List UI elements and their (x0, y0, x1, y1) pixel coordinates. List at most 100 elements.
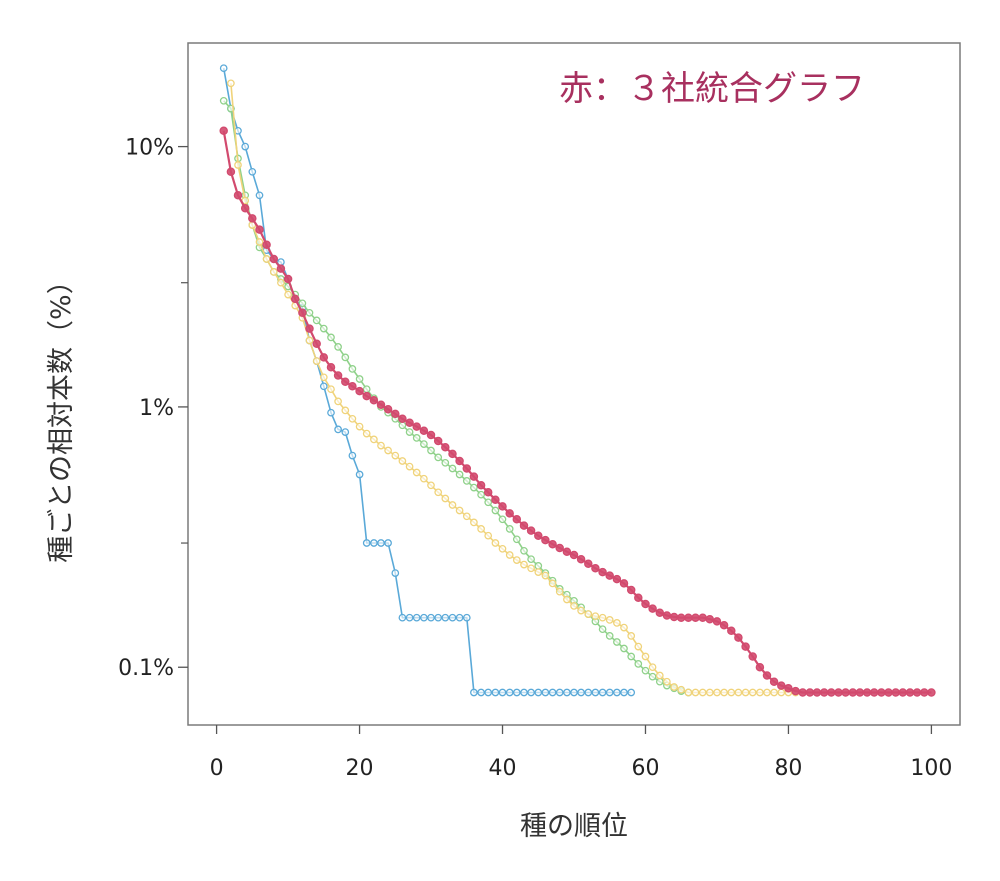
data-point (684, 688, 693, 697)
data-point (705, 688, 714, 697)
data-point (727, 626, 736, 636)
data-point (648, 672, 657, 681)
data-point (477, 525, 485, 533)
data-point (613, 619, 621, 627)
data-point (555, 587, 564, 596)
data-point (605, 688, 614, 697)
data-point (405, 462, 414, 471)
data-point (248, 214, 257, 223)
data-point (541, 688, 550, 697)
data-point (541, 535, 550, 545)
y-tick-label: 0.1% (118, 656, 174, 681)
data-point (512, 688, 521, 697)
data-point (734, 633, 743, 642)
data-point (327, 333, 335, 342)
data-point (477, 490, 485, 499)
data-point (798, 688, 807, 697)
data-point (527, 555, 535, 564)
data-point (819, 688, 829, 697)
data-point (713, 688, 721, 697)
data-point (298, 308, 307, 318)
data-point (319, 324, 328, 333)
data-point (219, 64, 228, 73)
data-point (319, 373, 328, 382)
data-point (305, 336, 314, 345)
data-point (727, 688, 736, 697)
data-point (412, 613, 421, 622)
data-point (383, 404, 393, 414)
data-point (862, 688, 872, 697)
data-point (548, 688, 557, 697)
data-point (498, 544, 507, 553)
data-point (434, 453, 443, 462)
data-point (634, 660, 643, 668)
data-point (584, 688, 593, 697)
data-point (505, 525, 514, 533)
data-point (283, 274, 293, 284)
data-point (398, 414, 407, 424)
series-2 (227, 79, 800, 697)
data-point (433, 436, 443, 446)
data-point (576, 554, 586, 564)
data-point (498, 502, 507, 511)
data-point (641, 599, 650, 609)
data-point (669, 612, 679, 622)
data-point (355, 422, 364, 431)
data-point (405, 428, 414, 436)
data-point (348, 451, 357, 460)
data-point (570, 688, 578, 697)
data-point (262, 255, 271, 263)
data-point (627, 688, 636, 697)
data-point (791, 686, 800, 696)
data-point (484, 531, 493, 540)
data-point (855, 688, 865, 697)
data-point (484, 688, 493, 697)
data-point (505, 509, 514, 518)
data-point (912, 688, 922, 697)
data-point (555, 688, 564, 697)
data-point (476, 481, 486, 490)
data-point (255, 225, 264, 234)
data-point (341, 377, 350, 386)
data-point (598, 625, 607, 634)
data-point (284, 290, 292, 299)
data-point (512, 515, 522, 524)
data-point (884, 688, 893, 697)
data-point (441, 494, 450, 503)
data-point (484, 498, 493, 507)
data-point (219, 96, 228, 105)
data-point (470, 518, 478, 527)
y-tick-label: 10% (125, 136, 174, 161)
data-point (534, 568, 543, 576)
data-point (491, 539, 500, 547)
data-point (405, 613, 414, 622)
data-point (734, 688, 743, 697)
data-point (648, 663, 657, 672)
data-point (412, 422, 421, 431)
data-point (412, 468, 421, 477)
data-point (455, 470, 464, 479)
x-tick-label: 20 (346, 756, 374, 781)
data-point (348, 365, 357, 373)
data-point (763, 688, 771, 697)
data-point (455, 506, 464, 515)
data-point (598, 613, 607, 622)
data-point (434, 488, 443, 497)
data-point (634, 593, 643, 602)
x-tick-label: 80 (774, 756, 802, 781)
data-point (691, 688, 700, 697)
data-point (591, 688, 600, 697)
data-point (498, 515, 507, 524)
data-point (470, 688, 478, 697)
data-point (534, 531, 543, 540)
data-point (341, 406, 350, 415)
data-point (420, 613, 428, 622)
data-point (755, 662, 765, 672)
data-point (334, 397, 342, 406)
data-point (241, 142, 250, 151)
data-point (298, 299, 307, 308)
data-point (262, 240, 271, 249)
data-point (562, 547, 572, 556)
data-point (319, 382, 328, 391)
